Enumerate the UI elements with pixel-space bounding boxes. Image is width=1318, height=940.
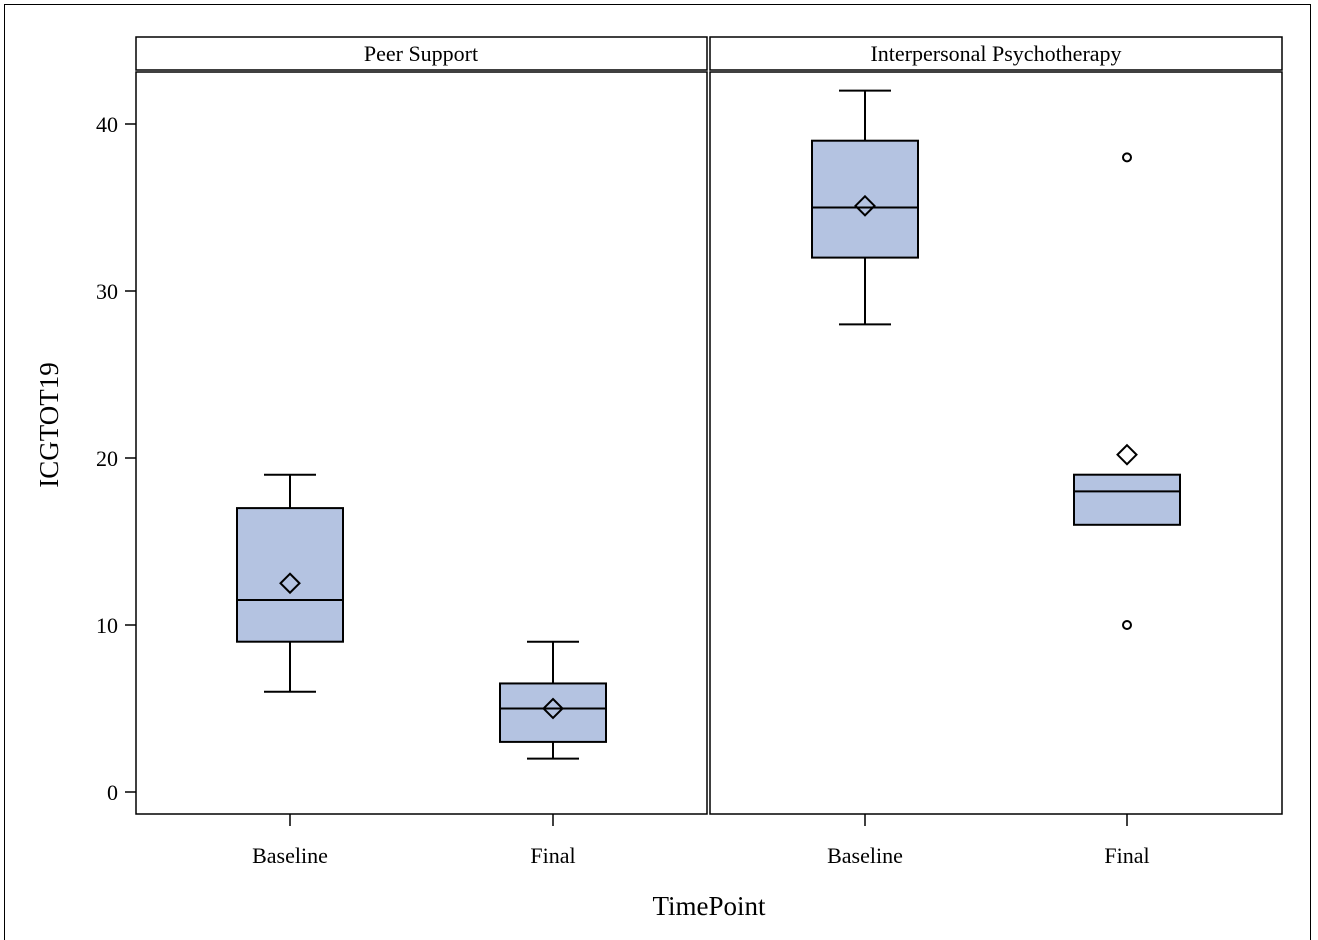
x-tick-label: Final [530, 843, 575, 868]
box-plot-interpersonal-psychotherapy-final [1073, 152, 1181, 630]
mean-marker [279, 572, 301, 595]
box-marks [236, 89, 1181, 760]
box-plot-interpersonal-psychotherapy-baseline [811, 89, 919, 326]
mean-marker [1116, 443, 1138, 466]
y-axis: 0 10 20 30 40 [96, 112, 136, 805]
outlier-point [1122, 620, 1132, 630]
panel-header-peer-support-box [135, 36, 708, 71]
y-tick-label: 20 [96, 446, 118, 471]
x-axis: Baseline Final Baseline Final [252, 814, 1150, 868]
y-axis-title: ICGTOT19 [34, 362, 64, 488]
panel-header-interpersonal-psychotherapy-box [709, 36, 1283, 71]
x-tick-label: Baseline [252, 843, 328, 868]
plot-area-interpersonal-psychotherapy [709, 71, 1283, 815]
iqr-box [499, 682, 607, 743]
x-tick-label: Baseline [827, 843, 903, 868]
plot-area-peer-support [135, 71, 708, 815]
box-plot-peer-support-baseline [236, 473, 344, 693]
y-tick-label: 0 [107, 780, 118, 805]
y-tick-label: 10 [96, 613, 118, 638]
figure-frame [4, 4, 1311, 940]
outlier-point [1122, 152, 1132, 163]
panel-header-peer-support-label: Peer Support [364, 41, 478, 66]
x-axis-title: TimePoint [652, 891, 766, 921]
x-tick-label: Final [1104, 843, 1149, 868]
panel-header-interpersonal-psychotherapy-label: Interpersonal Psychotherapy [870, 41, 1121, 66]
y-tick-label: 30 [96, 279, 118, 304]
box-plot-peer-support-final [499, 640, 607, 760]
iqr-box [811, 139, 919, 259]
iqr-box [1073, 473, 1181, 526]
y-tick-label: 40 [96, 112, 118, 137]
mean-marker [854, 194, 876, 217]
mean-marker [542, 697, 564, 720]
